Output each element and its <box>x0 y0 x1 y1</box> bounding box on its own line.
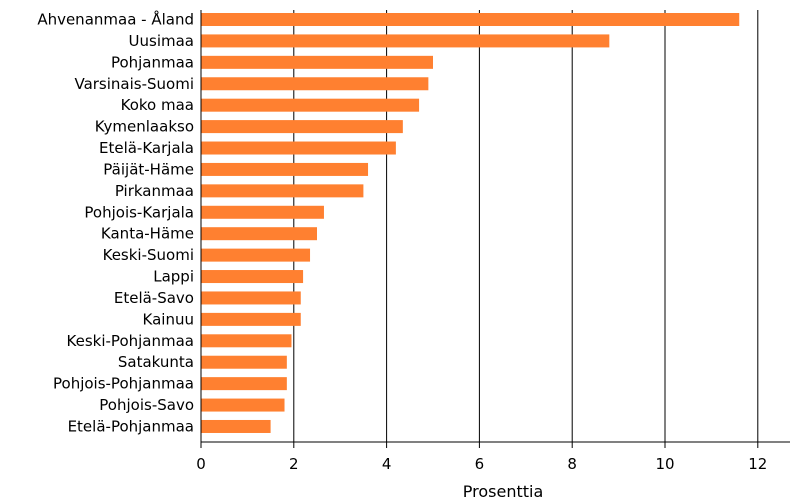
category-label: Keski-Pohjanmaa <box>67 332 194 350</box>
x-tick-label: 8 <box>567 455 577 473</box>
bar-18 <box>201 398 285 412</box>
x-tick-label: 2 <box>289 455 299 473</box>
bar-1 <box>201 34 610 48</box>
tick-labels: 0 2 4 6 8 10 12 <box>196 455 767 473</box>
bar-4 <box>201 98 420 112</box>
category-label: Pirkanmaa <box>115 182 194 200</box>
category-label: Pohjois-Karjala <box>84 203 194 221</box>
bar-16 <box>201 355 287 369</box>
bar-12 <box>201 270 304 284</box>
bar-3 <box>201 77 429 91</box>
category-labels: Ahvenanmaa - Åland Uusimaa Pohjanmaa Varsin… <box>37 10 194 436</box>
category-label: Pohjois-Savo <box>99 396 194 414</box>
category-label: Satakunta <box>118 353 194 371</box>
bar-10 <box>201 227 317 241</box>
bar-5 <box>201 120 403 134</box>
category-label: Varsinais-Suomi <box>74 75 194 93</box>
x-tick-label: 12 <box>748 455 767 473</box>
bars <box>201 13 740 433</box>
bar-15 <box>201 334 292 348</box>
category-label: Koko maa <box>121 96 194 114</box>
x-tick-label: 10 <box>655 455 674 473</box>
x-axis-label: Prosenttia <box>463 482 544 501</box>
bar-2 <box>201 55 433 69</box>
category-label: Pohjois-Pohjanmaa <box>53 375 194 393</box>
gridlines <box>293 10 759 442</box>
bar-17 <box>201 377 287 391</box>
category-label: Etelä-Karjala <box>99 139 194 157</box>
bar-6 <box>201 141 396 155</box>
category-label: Etelä-Savo <box>114 289 194 307</box>
category-label: Päijät-Häme <box>103 160 194 178</box>
bar-0 <box>201 13 740 26</box>
bar-13 <box>201 291 301 305</box>
x-tick-label: 6 <box>475 455 485 473</box>
category-label: Ahvenanmaa - Åland <box>37 10 194 29</box>
category-label: Kainuu <box>143 310 194 328</box>
axes <box>200 10 790 448</box>
bar-7 <box>201 162 369 176</box>
category-label: Etelä-Pohjanmaa <box>68 417 194 435</box>
bar-9 <box>201 205 324 219</box>
category-label: Uusimaa <box>129 32 194 50</box>
category-label: Keski-Suomi <box>103 246 194 264</box>
category-label: Kanta-Häme <box>101 225 194 243</box>
bar-11 <box>201 248 311 262</box>
category-label: Pohjanmaa <box>111 53 194 71</box>
bar-14 <box>201 312 301 326</box>
x-tick-label: 0 <box>196 455 206 473</box>
category-label: Kymenlaakso <box>95 118 194 136</box>
x-tick-label: 4 <box>382 455 392 473</box>
bar-8 <box>201 184 364 198</box>
category-label: Lappi <box>153 268 194 286</box>
bar-19 <box>201 419 271 433</box>
